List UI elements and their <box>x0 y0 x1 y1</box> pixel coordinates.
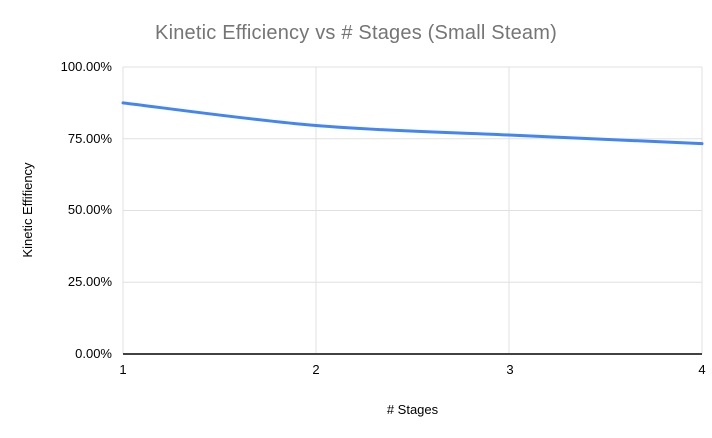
x-tick-label: 3 <box>506 362 514 377</box>
x-tick-label: 2 <box>312 362 320 377</box>
x-axis-title: # Stages <box>386 402 439 417</box>
chart-title: Kinetic Efficiency vs # Stages (Small St… <box>155 22 557 44</box>
y-tick-label: 25.00% <box>67 274 112 289</box>
x-tick-label: 4 <box>698 362 706 377</box>
y-tick-label: 100.00% <box>60 59 112 74</box>
y-tick-label: 50.00% <box>67 202 112 217</box>
series-line <box>121 101 704 146</box>
y-tick-label: 0.00% <box>75 346 112 361</box>
y-axis-title: Kinetic Effifiency <box>20 162 35 258</box>
series-group <box>121 101 704 146</box>
gridlines <box>122 66 703 355</box>
x-tick-label: 1 <box>119 362 127 377</box>
y-tick-label: 75.00% <box>67 131 112 146</box>
